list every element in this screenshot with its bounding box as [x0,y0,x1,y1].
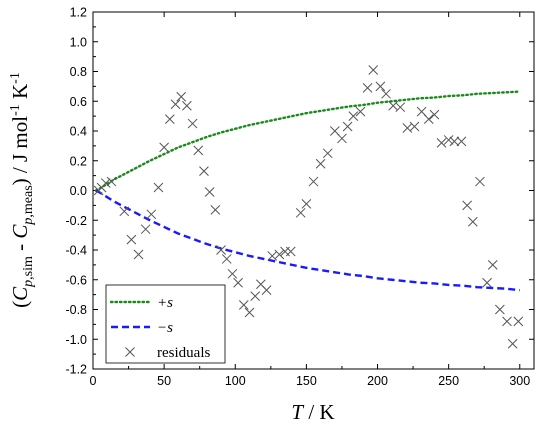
residual-point [487,260,498,270]
x-tick-label: 150 [296,374,317,388]
x-tick-label: 250 [438,374,459,388]
x-axis-title: T / K [291,400,334,424]
residual-point [462,200,472,211]
residual-point [322,148,333,159]
residual-point [295,207,306,218]
residual-point [140,224,151,235]
residual-point [164,114,175,124]
x-tick-label: 300 [509,374,530,388]
residual-point [368,65,379,75]
residual-point [176,91,187,102]
residual-point [238,300,249,310]
residual-point [429,109,440,120]
residual-point [502,316,512,327]
x-axis: 0 50 100 150 200 250 300 [90,12,530,388]
legend-box [105,284,226,364]
residual-point [342,121,353,132]
x-tick-label: 50 [157,374,171,388]
y-tick-label: -0.6 [65,273,87,287]
residual-point [315,158,326,169]
residual-point [261,285,272,296]
svg-text:(Cp,sim - Cp,meas) / J mol-1 K: (Cp,sim - Cp,meas) / J mol-1 K-1 [8,72,36,308]
residual-point [395,102,406,113]
residual-point [170,99,181,110]
residual-point [513,316,524,327]
y-tick-label: 0.2 [70,154,87,168]
residual-point [153,182,164,193]
x-tick-label: 200 [367,374,388,388]
residual-point [285,246,296,257]
residual-point [216,245,226,255]
series-line-plus-s [94,90,521,192]
residual-point [409,121,420,132]
x-tick-label: 0 [90,374,97,388]
y-tick-label: -1.2 [65,363,87,377]
residual-point [301,199,312,209]
residual-point [362,83,373,93]
residual-point [221,254,232,264]
residual-point [381,88,391,99]
residual-point [233,277,243,288]
residual-point [337,133,347,144]
residual-point [126,234,137,245]
residual-point [199,166,209,177]
residual-point [119,206,130,217]
y-tick-label: 0.6 [70,95,87,109]
y-tick-label: 0.8 [70,65,87,79]
legend-label: +s [157,295,173,311]
residual-point [355,106,366,117]
y-tick-label: -0.4 [65,244,87,258]
residual-point [100,178,111,188]
residual-point [456,136,467,147]
residual-point [495,304,505,315]
y-tick-label: 0.0 [70,184,87,198]
residual-point [475,176,485,187]
residual-point [250,291,261,301]
residual-point [182,100,192,111]
residual-point [210,204,221,215]
y-tick-label: 1.0 [70,35,87,49]
residual-point [423,114,434,124]
residual-point [274,249,285,260]
y-tick-label: -0.2 [65,214,87,228]
residual-point [348,111,359,121]
x-tick-label: 100 [225,374,246,388]
residual-point [159,142,169,153]
residual-point [187,118,198,129]
residual-point [467,216,478,227]
residual-point [244,307,255,318]
residual-point [308,176,319,187]
y-axis-title: (Cp,sim - Cp,meas) / J mol-1 K-1 [8,72,36,308]
y-tick-label: -1.0 [65,333,87,347]
y-tick-label: 1.2 [70,6,87,20]
residual-point [436,138,447,148]
residual-point [443,135,454,145]
legend-label: residuals [157,345,210,361]
residual-point [106,176,117,187]
residual-point [133,249,144,260]
residual-point [507,338,518,349]
residual-point [193,145,204,156]
series-line-minus-s [95,189,520,292]
y-axis: 1.2 1.0 0.8 0.6 0.4 0.2 0.0 -0.2 -0.4 -0.6 -0.8 -1.… [65,6,534,377]
legend: +s −s residuals [105,284,226,364]
residual-point [375,81,386,92]
residual-point [146,209,157,220]
residual-point [204,187,215,197]
series-residuals [93,65,524,349]
residual-point [482,277,492,288]
residual-point [227,268,238,279]
y-tick-label: -0.8 [65,303,87,317]
residual-point [449,136,460,147]
y-tick-label: 0.4 [70,125,87,139]
legend-marker-residuals [125,347,135,357]
series-layer [93,65,524,349]
legend-label: −s [157,320,173,336]
